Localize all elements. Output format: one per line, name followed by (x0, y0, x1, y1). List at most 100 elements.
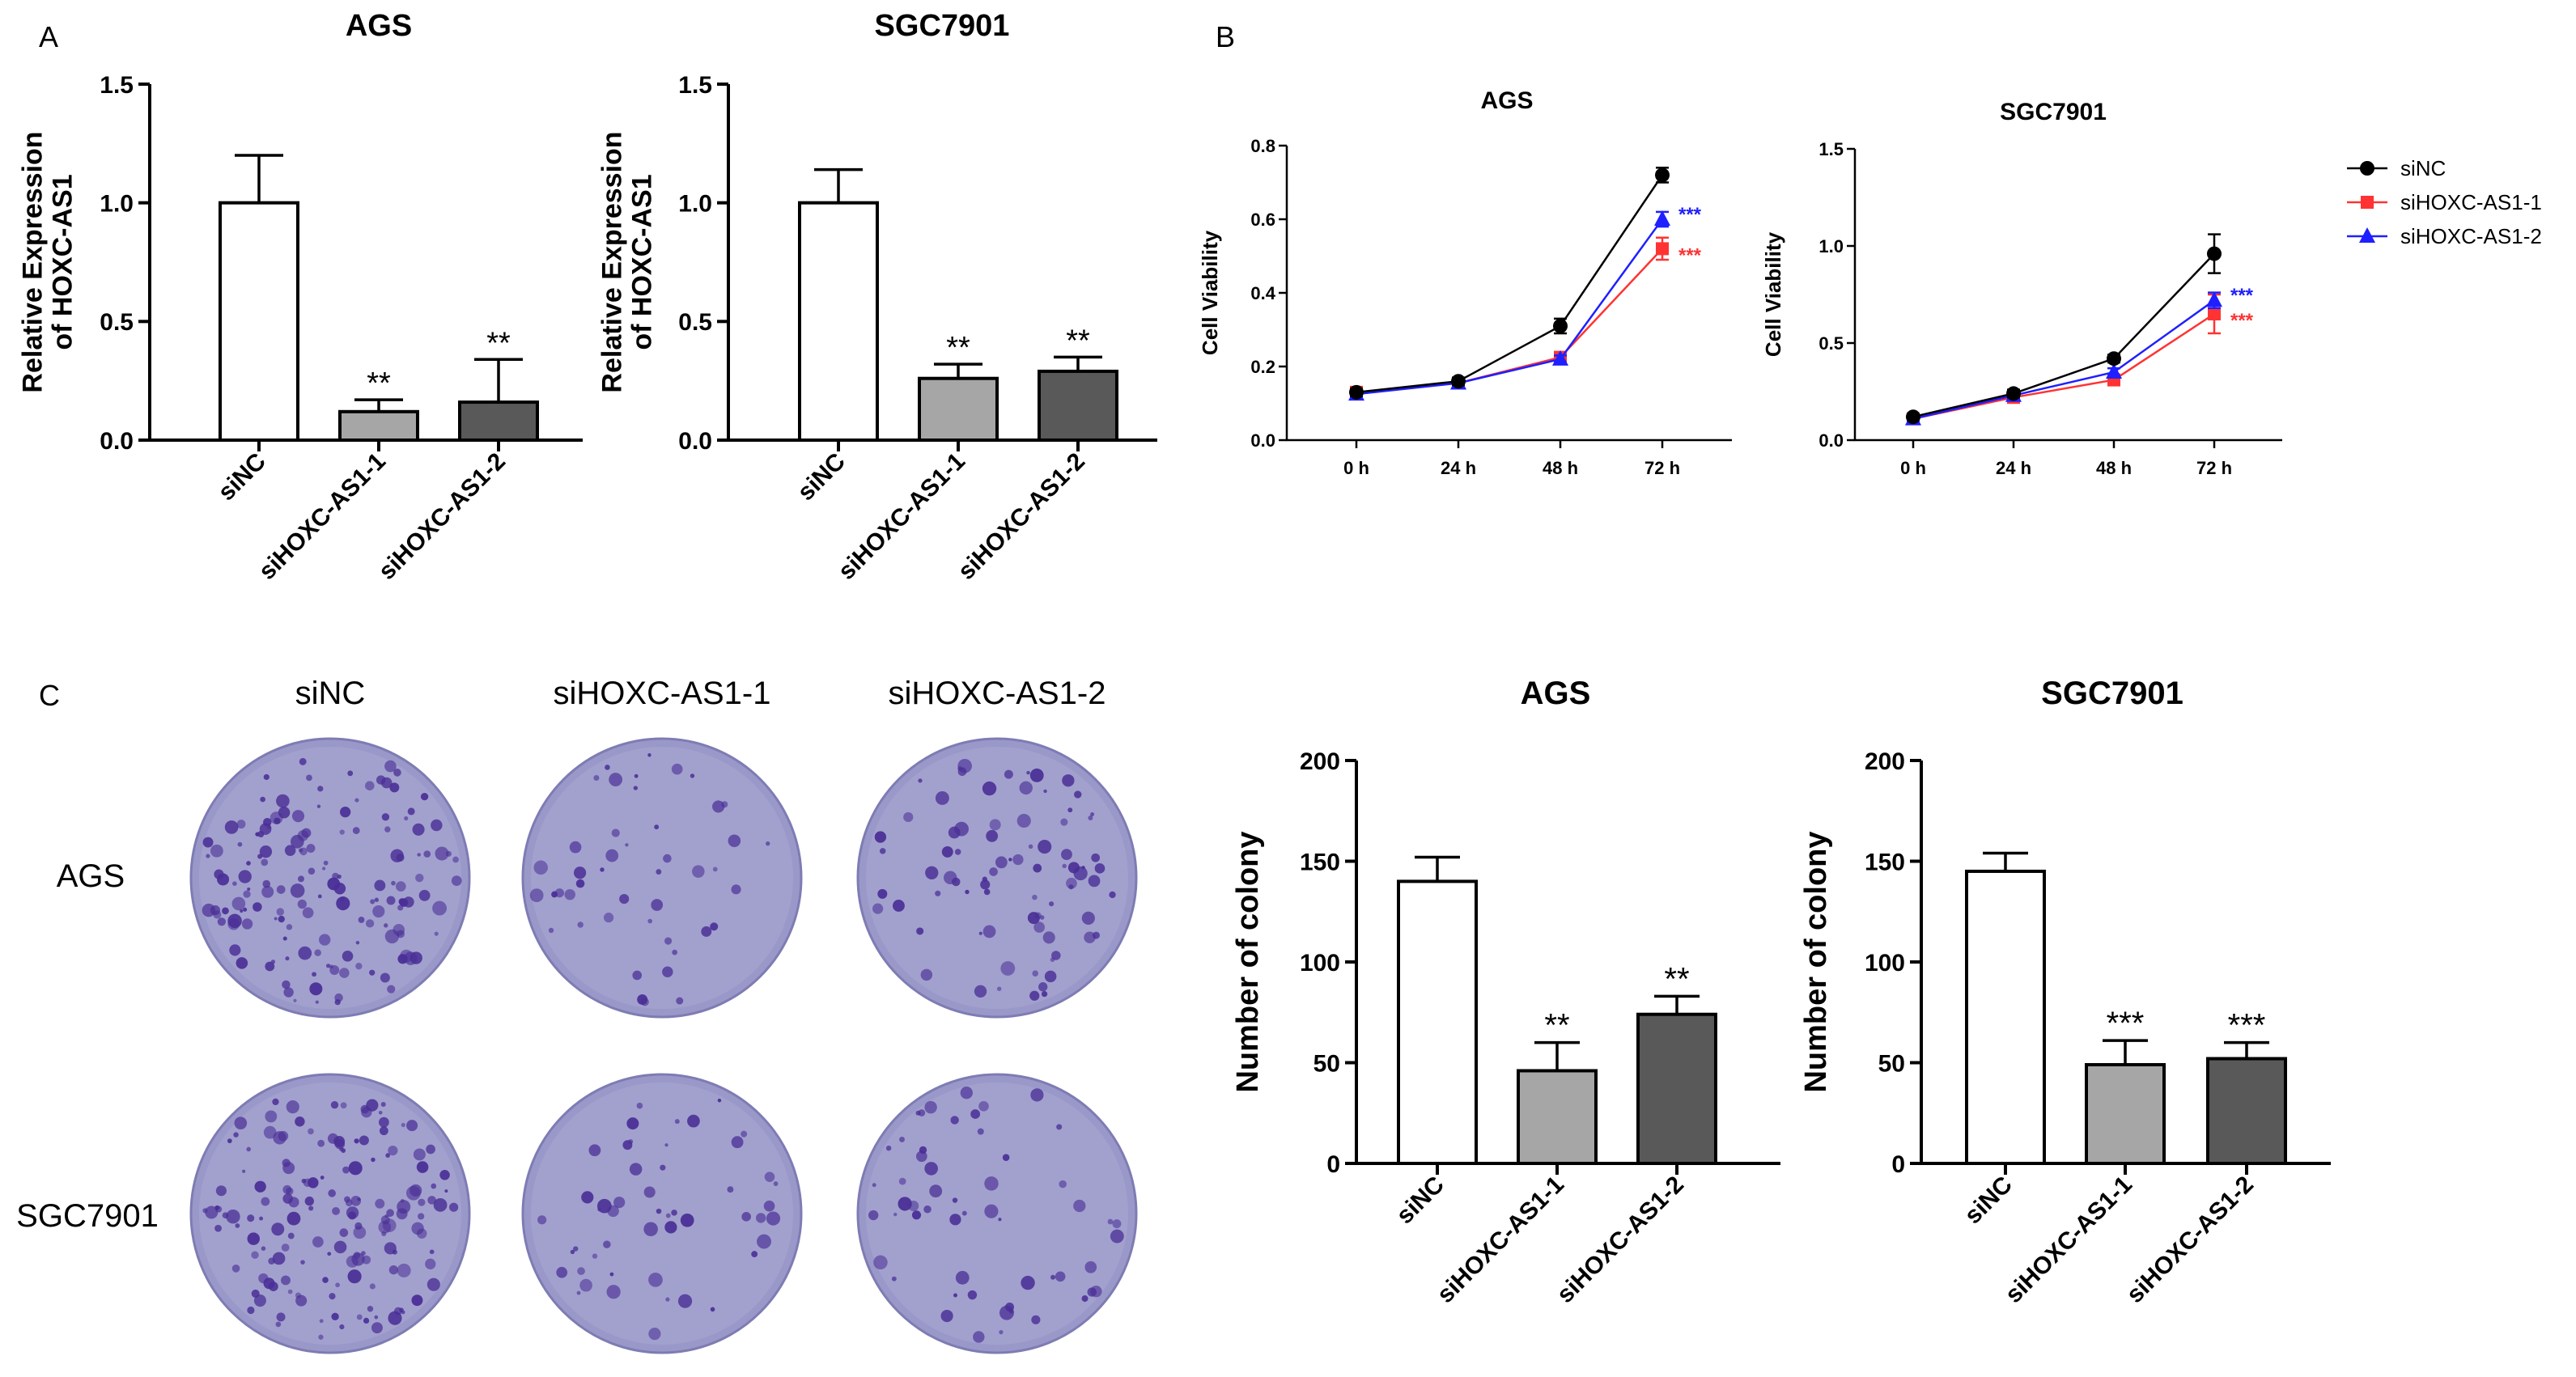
colony (665, 1213, 671, 1218)
x-tick-label: siHOXC-AS1-1 (2000, 1172, 2137, 1309)
x-tick-label: siHOXC-AS1-2 (953, 448, 1090, 586)
colony (609, 1272, 614, 1277)
colony (915, 1110, 921, 1116)
colony (233, 1132, 239, 1138)
colony (872, 903, 884, 914)
colony (339, 1324, 345, 1330)
colony (378, 1111, 383, 1115)
colony (643, 1186, 656, 1198)
colony (1032, 970, 1039, 977)
colony (214, 869, 224, 879)
colony (320, 1176, 325, 1180)
colony (236, 820, 246, 829)
significance-label: *** (2107, 1006, 2145, 1041)
colony (445, 850, 452, 857)
colony (410, 951, 422, 964)
colony (989, 867, 998, 876)
colony (898, 1197, 912, 1211)
y-tick-label: 0.0 (1818, 430, 1844, 451)
colony (214, 1224, 222, 1232)
y-tick-label: 1.5 (1818, 139, 1844, 159)
significance-label: ** (367, 366, 391, 400)
colony (298, 946, 312, 960)
colony (741, 1211, 751, 1222)
colony (965, 889, 970, 895)
colony (397, 1263, 411, 1277)
colony (636, 1102, 643, 1109)
colony (384, 826, 391, 833)
x-tick-label: siHOXC-AS1-1 (833, 448, 970, 586)
colony (247, 1232, 260, 1245)
colony (986, 829, 999, 842)
colony (325, 964, 331, 968)
colony (263, 773, 269, 781)
colony (387, 985, 396, 994)
colony (1062, 774, 1075, 787)
bar (2085, 1062, 2166, 1165)
colony (710, 1307, 715, 1312)
colony (229, 944, 241, 956)
colony (970, 1109, 981, 1119)
y-axis-label: Cell Viability (1198, 230, 1222, 355)
colony (215, 1185, 227, 1197)
data-point (2106, 363, 2122, 379)
colony (656, 1208, 662, 1214)
colony (569, 841, 582, 854)
colony (1031, 1315, 1041, 1324)
y-axis-label-line: of HOXC-AS1 (627, 174, 658, 350)
y-tick-label: 0.4 (1250, 283, 1275, 303)
colony (346, 1206, 359, 1219)
colony (872, 1183, 876, 1188)
colony (251, 1251, 259, 1259)
colony (1088, 875, 1101, 888)
colony (317, 1139, 325, 1147)
colony (347, 1269, 362, 1284)
colony (355, 941, 360, 945)
colony (924, 1100, 937, 1114)
y-tick-label: 1.0 (1818, 236, 1844, 256)
colony (231, 896, 246, 911)
colony (317, 786, 324, 792)
series-line (1912, 312, 2215, 420)
colony (1026, 770, 1030, 775)
colony (605, 765, 610, 770)
colony (391, 880, 396, 886)
colony (318, 1334, 324, 1340)
significance-label: ** (1544, 1008, 1569, 1044)
colony (923, 1205, 932, 1214)
colony (1008, 1308, 1014, 1314)
x-tick-label: siNC (1959, 1172, 2018, 1230)
colony (416, 1228, 427, 1239)
x-tick-label: 0 h (1343, 458, 1369, 478)
colony (1056, 1124, 1063, 1130)
colony (415, 873, 424, 883)
colony (390, 849, 404, 862)
data-point (1655, 167, 1670, 183)
colony (593, 775, 600, 782)
colony (611, 828, 620, 837)
y-tick-label: 0.8 (1250, 136, 1275, 156)
colony (671, 1210, 677, 1216)
colony (763, 1200, 775, 1212)
colony (237, 841, 243, 847)
bar (1517, 1069, 1598, 1165)
colony (660, 1164, 666, 1171)
y-axis-label: Number of colony (1231, 831, 1265, 1092)
y-tick-label: 0.0 (678, 428, 712, 455)
colony (731, 884, 741, 895)
colony (380, 1102, 386, 1108)
y-axis-label-line: Relative Expression (596, 131, 627, 392)
data-point (2107, 351, 2121, 366)
x-tick-label: siNC (1391, 1172, 1449, 1230)
colony (282, 936, 287, 941)
x-tick-label: 72 h (1644, 458, 1680, 478)
colony (647, 753, 651, 757)
colony (412, 823, 425, 836)
y-tick-label: 0 (1326, 1151, 1340, 1178)
colony (247, 1214, 255, 1222)
colony (577, 922, 584, 928)
data-point (1906, 409, 1920, 425)
colony (439, 1170, 450, 1180)
